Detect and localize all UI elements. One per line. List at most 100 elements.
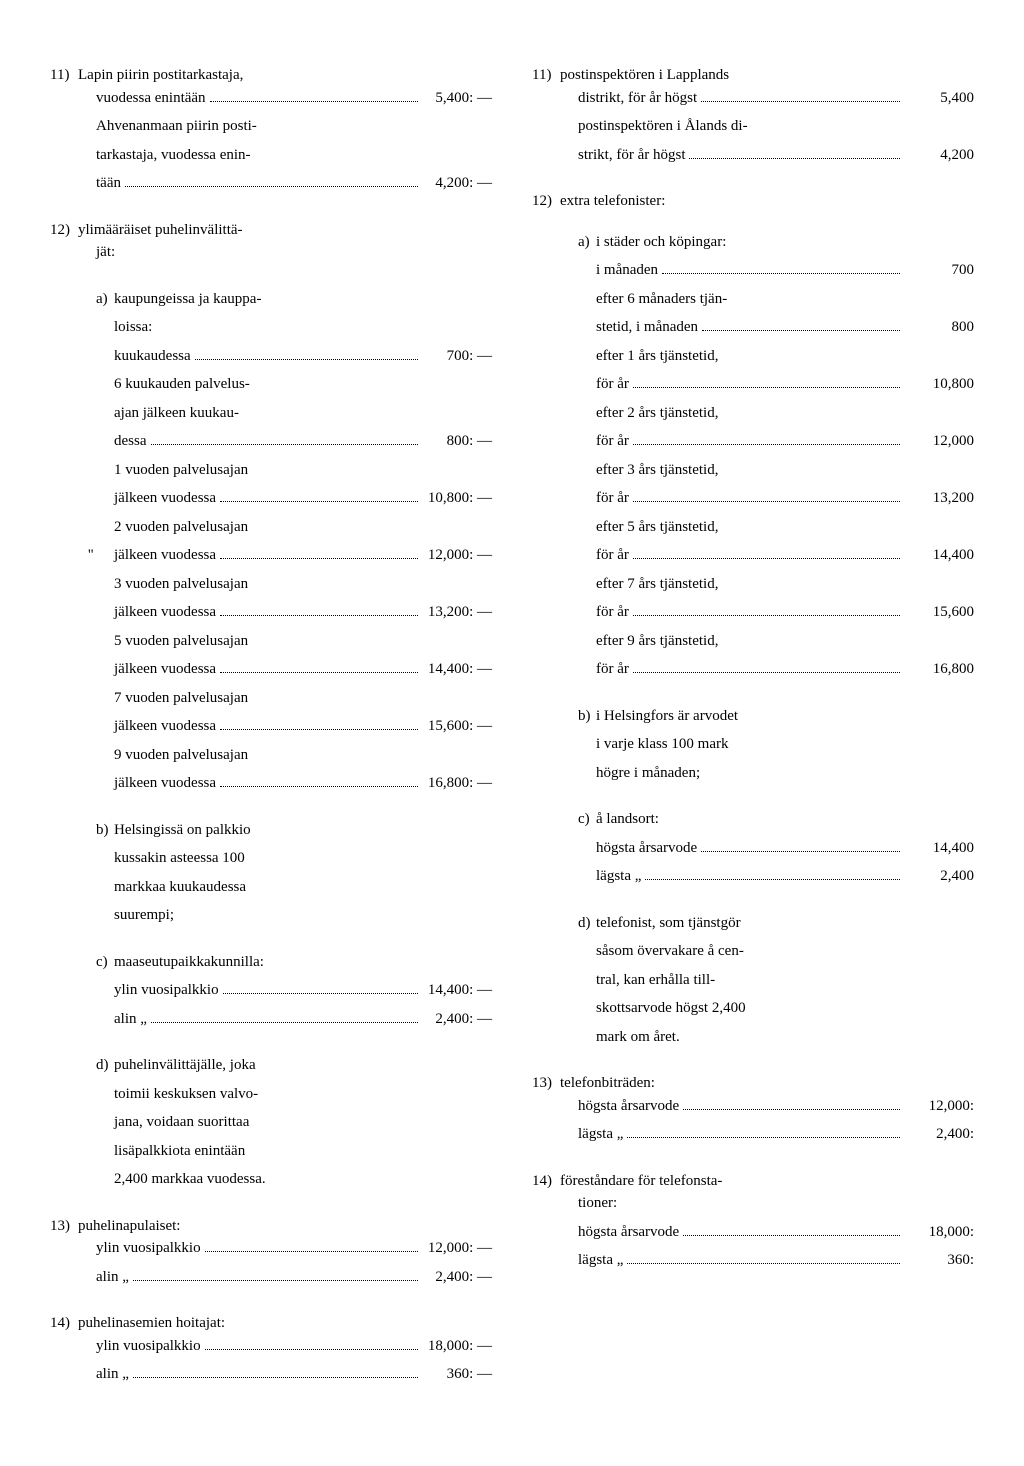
item-number: 13) [532, 1072, 560, 1095]
text-line: för år 13,200 [596, 487, 974, 510]
amount: 18,000: [904, 1221, 974, 1244]
leader-dots [683, 1235, 900, 1236]
line-text: alin „ [96, 1363, 129, 1386]
text-line: för år10,800 [596, 373, 974, 396]
leader-dots [633, 615, 900, 616]
text-line: kussakin asteessa 100 [114, 847, 492, 870]
sub-label: b) [578, 705, 596, 728]
text-line: 2 vuoden palvelusajan [114, 516, 492, 539]
amount: 2,400: [904, 1123, 974, 1146]
line-text: i städer och köpingar: [596, 231, 726, 254]
line-text: lisäpalkkiota enintään [114, 1140, 245, 1163]
line-text: telefonist, som tjänstgör [596, 912, 741, 935]
leader-dots [125, 186, 418, 187]
line-text: kussakin asteessa 100 [114, 847, 245, 870]
line-text: extra telefonister: [560, 190, 665, 213]
leader-dots [205, 1349, 418, 1350]
sub-section: a)kaupungeissa ja kauppa-loissa:kuukaude… [96, 288, 492, 795]
line-text: efter 5 års tjänstetid, [596, 516, 718, 539]
line-text: jälkeen vuodessa [114, 601, 216, 624]
text-line: för år14,400 [596, 544, 974, 567]
leader-dots [210, 101, 418, 102]
text-line: 3 vuoden palvelusajan [114, 573, 492, 596]
line-text: såsom övervakare å cen- [596, 940, 744, 963]
amount: 14,400: — [422, 979, 492, 1002]
line-text: högsta årsarvode [578, 1221, 679, 1244]
leader-dots [662, 273, 900, 274]
line-text: för år [596, 487, 629, 510]
amount: 15,600 [904, 601, 974, 624]
amount: 5,400: — [422, 87, 492, 110]
line-text: jana, voidaan suorittaa [114, 1111, 249, 1134]
item-heading: 12)extra telefonister: [532, 190, 974, 213]
line-text: efter 3 års tjänstetid, [596, 459, 718, 482]
line-text: ajan jälkeen kuukau- [114, 402, 239, 425]
line-text: distrikt, för år högst [578, 87, 697, 110]
line-text: 7 vuoden palvelusajan [114, 687, 248, 710]
line-text: tioner: [578, 1192, 617, 1215]
leader-dots [151, 444, 419, 445]
text-line: Ahvenanmaan piirin posti- [96, 115, 492, 138]
amount: 5,400 [904, 87, 974, 110]
sub-section: c)å landsort:högsta årsarvode14,400lägst… [578, 808, 974, 888]
line-text: efter 1 års tjänstetid, [596, 345, 718, 368]
line-text: kaupungeissa ja kauppa- [114, 288, 261, 311]
text-line: jälkeen vuodessa10,800: — [114, 487, 492, 510]
amount: 14,400 [904, 837, 974, 860]
text-line: ylin vuosipalkkio18,000: — [96, 1335, 492, 1358]
amount: 12,000: — [422, 544, 492, 567]
line-text: puhelinasemien hoitajat: [78, 1312, 225, 1335]
text-line: tral, kan erhålla till- [596, 969, 974, 992]
item-number: 11) [50, 64, 78, 87]
amount: 13,200 [904, 487, 974, 510]
line-text: 6 kuukauden palvelus- [114, 373, 250, 396]
leader-dots [701, 101, 900, 102]
line-text: i månaden [596, 259, 658, 282]
text-line: tioner: [578, 1192, 974, 1215]
amount: 12,000: — [422, 1237, 492, 1260]
item-heading: 13)puhelinapulaiset: [50, 1215, 492, 1238]
line-text: markkaa kuukaudessa [114, 876, 246, 899]
text-line: jälkeen vuodessa14,400: — [114, 658, 492, 681]
amount: 14,400 [904, 544, 974, 567]
line-text: för år [596, 373, 629, 396]
line-text: ylin vuosipalkkio [96, 1335, 201, 1358]
text-line: högre i månaden; [596, 762, 974, 785]
amount: 2,400: — [422, 1008, 492, 1031]
text-line: efter 2 års tjänstetid, [596, 402, 974, 425]
leader-dots [627, 1263, 900, 1264]
text-line: ajan jälkeen kuukau- [114, 402, 492, 425]
line-text: kuukaudessa [114, 345, 191, 368]
leader-dots [151, 1022, 418, 1023]
leader-dots [633, 501, 900, 502]
text-line: 6 kuukauden palvelus- [114, 373, 492, 396]
text-line: jät: [96, 241, 492, 264]
line-text: loissa: [114, 316, 152, 339]
line-text: ylimääräiset puhelinvälittä- [78, 219, 243, 242]
item-heading: 11)postinspektören i Lapplands [532, 64, 974, 87]
text-line: efter 6 månaders tjän- [596, 288, 974, 311]
text-line: lägsta „360: [578, 1249, 974, 1272]
sub-section: c)maaseutupaikkakunnilla:ylin vuosipalkk… [96, 951, 492, 1031]
text-line: 9 vuoden palvelusajan [114, 744, 492, 767]
text-line: loissa: [114, 316, 492, 339]
text-line: efter 5 års tjänstetid, [596, 516, 974, 539]
line-text: 3 vuoden palvelusajan [114, 573, 248, 596]
amount: 700: — [422, 345, 492, 368]
item-heading: 13)telefonbiträden: [532, 1072, 974, 1095]
line-text: postinspektören i Lapplands [560, 64, 729, 87]
line-text: tarkastaja, vuodessa enin- [96, 144, 251, 167]
amount: 4,200 [904, 144, 974, 167]
margin-marker: '' [88, 544, 93, 567]
line-text: tään [96, 172, 121, 195]
line-text: föreståndare för telefonsta- [560, 1170, 722, 1193]
amount: 13,200: — [422, 601, 492, 624]
item-heading: 14)föreståndare för telefonsta- [532, 1170, 974, 1193]
text-line: 7 vuoden palvelusajan [114, 687, 492, 710]
text-line: lägsta „2,400 [596, 865, 974, 888]
line-text: 2 vuoden palvelusajan [114, 516, 248, 539]
sub-label: c) [96, 951, 114, 974]
text-line: dessa800: — [114, 430, 492, 453]
item-heading: 14)puhelinasemien hoitajat: [50, 1312, 492, 1335]
amount: 360: [904, 1249, 974, 1272]
